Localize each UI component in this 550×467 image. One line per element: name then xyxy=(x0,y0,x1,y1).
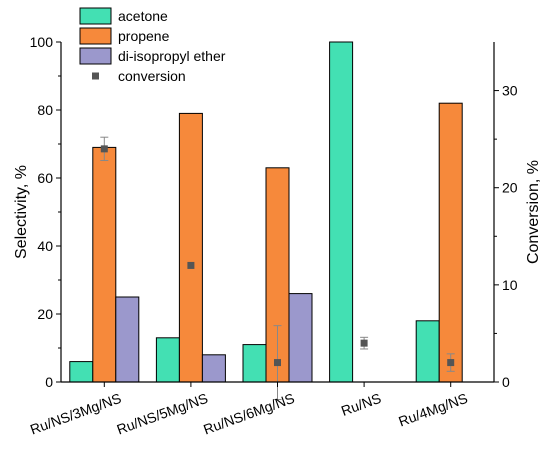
bar-acetone-3 xyxy=(329,41,354,383)
conversion-point-4 xyxy=(447,359,455,367)
legend-swatch-acetone xyxy=(79,7,112,25)
y-tick-label: 100 xyxy=(30,34,54,50)
legend-swatch-propene xyxy=(79,27,112,45)
y2-tick-label: 10 xyxy=(502,277,518,293)
bar-acetone-2 xyxy=(242,344,267,383)
bar-propene-1 xyxy=(178,112,203,383)
bar-propene-0 xyxy=(92,146,117,383)
x-tick-label: Ru/NS/3Mg/NS xyxy=(28,390,123,438)
y-tick-label: 20 xyxy=(37,306,53,322)
legend-swatch-di-isopropyl-ether xyxy=(79,47,112,65)
y2-axis-title: Conversion, % xyxy=(525,160,542,264)
x-tick-label: Ru/NS/6Mg/NS xyxy=(201,390,296,438)
x-tick-label: Ru/NS xyxy=(339,390,383,419)
legend-swatch-conversion xyxy=(92,72,99,80)
plot-area: 0 20 40 60 80 100 0 10 20 30 Ru/NS/3Mg/NSRu/NS/5Mg… xyxy=(28,34,518,438)
bar-propene-4 xyxy=(438,102,463,383)
y-tick-label: 40 xyxy=(37,238,53,254)
x-tick-label: Ru/4Mg/NS xyxy=(396,390,469,430)
y-tick-label: 80 xyxy=(37,102,53,118)
conversion-point-1 xyxy=(187,261,195,269)
conversion-point-2 xyxy=(274,359,281,367)
bar-di-isopropyl-ether-0 xyxy=(115,296,140,383)
bar-acetone-1 xyxy=(155,337,180,383)
y-tick-label: 60 xyxy=(37,170,53,186)
y-axis-title: Selectivity, % xyxy=(13,165,30,259)
legend-label-propene: propene xyxy=(118,28,170,44)
conversion-point-0 xyxy=(100,145,108,153)
bar-di-isopropyl-ether-2 xyxy=(288,293,313,383)
bar-acetone-4 xyxy=(415,320,440,383)
conversion-point-3 xyxy=(360,339,368,347)
legend-label-di-isopropyl-ether: di-isopropyl ether xyxy=(118,48,226,64)
y2-tick-label: 20 xyxy=(502,180,518,196)
y2-tick-label: 30 xyxy=(502,83,518,99)
legend-label-conversion: conversion xyxy=(118,68,186,84)
y2-tick-label: 0 xyxy=(502,374,510,390)
bar-di-isopropyl-ether-1 xyxy=(201,354,226,383)
x-tick-label: Ru/NS/5Mg/NS xyxy=(115,390,210,438)
y-tick-label: 0 xyxy=(45,374,53,390)
legend-label-acetone: acetone xyxy=(118,8,168,24)
bar-acetone-0 xyxy=(69,361,94,383)
legend: acetone propene di-isopropyl ether conversi… xyxy=(79,7,226,84)
